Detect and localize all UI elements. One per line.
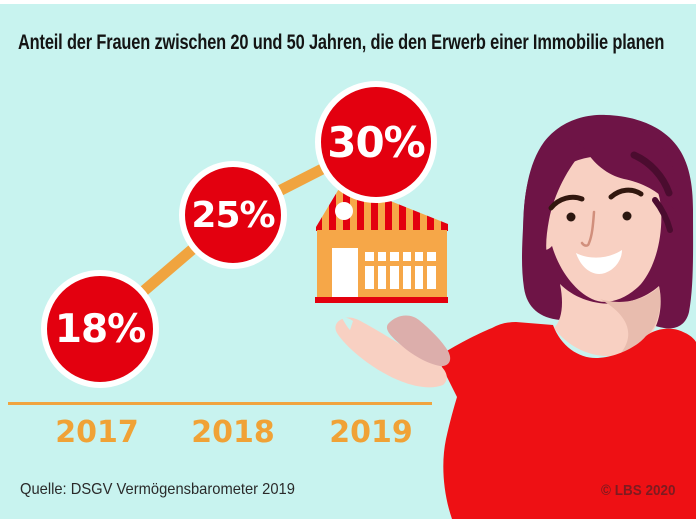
- chart-title: Anteil der Frauen zwischen 20 und 50 Jah…: [18, 31, 665, 54]
- x-tick-2019: 2019: [329, 415, 413, 450]
- house-gable-window: [335, 202, 353, 220]
- neck-shadow: [600, 287, 661, 353]
- hand-palm: [335, 317, 447, 388]
- eyebrow-right: [608, 187, 644, 200]
- copyright-label: © LBS 2020: [601, 482, 676, 499]
- hair-highlight-stroke: [652, 197, 673, 233]
- x-axis-baseline: [8, 402, 432, 405]
- data-marker-2017: 18%: [41, 270, 159, 388]
- x-tick-2018: 2018: [191, 415, 275, 450]
- data-marker-2019: 30%: [315, 81, 437, 203]
- hair-fringe-left: [523, 137, 585, 266]
- data-value-2019: 30%: [327, 117, 426, 167]
- thumb: [386, 315, 451, 367]
- top-border-strip: [0, 0, 696, 4]
- hair-highlight-stroke: [630, 151, 673, 197]
- eye-left: [566, 212, 576, 222]
- source-caption: Quelle: DSGV Vermögensbarometer 2019: [20, 481, 295, 498]
- smile-mouth: [576, 250, 622, 274]
- woman-illustration: [335, 114, 696, 519]
- eye-right: [622, 211, 632, 221]
- data-value-2017: 18%: [54, 306, 146, 352]
- finger-notch: [342, 317, 353, 330]
- eyebrow-left: [548, 194, 585, 211]
- house-icon: [315, 180, 448, 304]
- data-value-2018: 25%: [191, 194, 275, 236]
- dress: [437, 322, 696, 519]
- x-tick-2017: 2017: [55, 415, 139, 450]
- house-door: [332, 248, 358, 297]
- data-marker-2018: 25%: [179, 161, 287, 269]
- nose: [580, 210, 596, 247]
- hair-fringe-right: [576, 121, 677, 212]
- house-base-strip: [315, 297, 448, 303]
